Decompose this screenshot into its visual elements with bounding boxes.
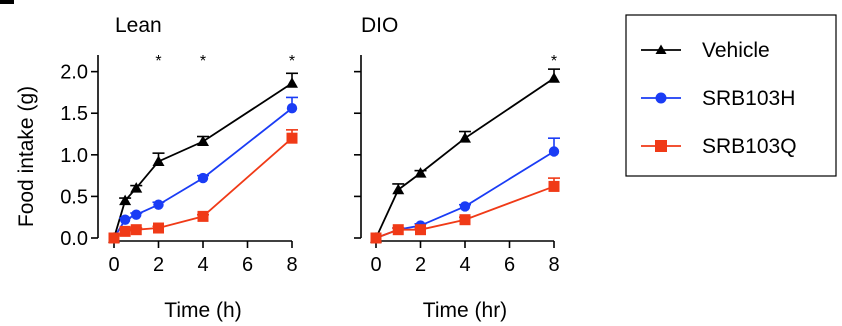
chart0-x-tick-label: 6: [242, 254, 253, 276]
chart0-point-srb103h: [153, 199, 164, 210]
chart0-point-srb103q: [130, 224, 142, 236]
chart0-point-srb103h: [197, 172, 209, 184]
chart1-series-srb103q: [370, 177, 560, 244]
chart1-point-srb103h: [459, 201, 471, 212]
chart1-x-tick-label: 4: [459, 254, 470, 276]
panel-corner-mark: [0, 0, 14, 4]
legend-marker-srb103q: [655, 140, 667, 152]
chart0-significance-marker: *: [155, 53, 161, 70]
chart0-point-srb103h: [119, 214, 131, 225]
chart1-x-tick-label: 8: [548, 254, 559, 276]
chart0-series-line-vehicle: [113, 82, 293, 239]
legend-box: [625, 14, 837, 177]
chart0-y-tick-label: 0.0: [60, 228, 88, 250]
chart0-x-tick-label: 0: [108, 254, 119, 276]
chart0-title: Lean: [115, 14, 162, 37]
dio-chart: DIO 0 2 4 6 8 Time (hr) *: [354, 14, 560, 322]
chart0-x-tick-label: 8: [286, 254, 297, 276]
chart0-point-srb103q: [119, 225, 131, 237]
chart0-y-tick-label: 0.5: [60, 186, 88, 208]
chart0-point-srb103q: [286, 132, 298, 144]
legend-item-srb103h: SRB103H: [641, 87, 795, 110]
legend-label-srb103q: SRB103Q: [702, 135, 797, 158]
chart0-series-srb103q: [108, 129, 298, 244]
legend: Vehicle SRB103H SRB103Q: [625, 14, 837, 177]
chart0-point-vehicle: [286, 77, 298, 88]
chart1-significance-marker: *: [551, 53, 557, 70]
chart1-x-tick-label: 0: [370, 254, 381, 276]
chart0-point-srb103q: [108, 232, 120, 244]
lean-chart: Lean 0.0 0.5 1.0 1.5 2.0 0 2 4 6 8 Time (h) Food int…: [15, 14, 298, 322]
chart0-point-vehicle: [152, 155, 165, 166]
chart0-point-vehicle: [130, 182, 143, 193]
chart0-y-axis-label: Food intake (g): [15, 86, 38, 227]
chart0-significance-marker: *: [200, 53, 206, 70]
legend-marker-srb103h: [655, 92, 667, 104]
chart0-y-tick-label: 2.0: [60, 62, 88, 84]
legend-item-srb103q: SRB103Q: [641, 135, 797, 158]
chart1-series-line-vehicle: [375, 77, 555, 239]
chart0-point-vehicle: [197, 135, 209, 147]
chart1-point-srb103q: [459, 214, 471, 226]
chart1-point-srb103q: [415, 224, 426, 236]
chart0-y-tick-label: 1.0: [60, 145, 88, 167]
legend-label-vehicle: Vehicle: [702, 39, 770, 62]
chart0-significance-marker: *: [289, 53, 295, 70]
chart0-point-srb103h: [131, 209, 142, 220]
chart1-point-vehicle: [548, 72, 560, 83]
legend-marker-vehicle: [655, 44, 667, 54]
chart0-point-srb103q: [197, 210, 209, 222]
chart0-series-line-srb103q: [113, 137, 293, 239]
chart0-x-tick-label: 2: [153, 254, 164, 276]
chart0-point-vehicle: [119, 194, 132, 206]
chart1-x-tick-label: 2: [415, 254, 426, 276]
chart0-y-tick-label: 1.5: [60, 103, 88, 125]
chart1-title: DIO: [361, 14, 398, 37]
chart1-point-srb103q: [370, 232, 382, 244]
chart0-x-axis-label: Time (h): [164, 299, 241, 322]
chart1-point-srb103h: [548, 146, 560, 157]
chart1-point-srb103q: [392, 224, 404, 236]
chart1-x-tick-label: 6: [504, 254, 515, 276]
chart1-point-vehicle: [414, 167, 427, 178]
chart1-point-srb103q: [548, 180, 560, 192]
chart1-x-axis-label: Time (hr): [423, 299, 507, 322]
chart1-point-vehicle: [459, 132, 471, 143]
chart0-x-tick-label: 4: [197, 254, 208, 276]
legend-label-srb103h: SRB103H: [702, 87, 795, 110]
chart1-point-vehicle: [392, 183, 405, 195]
legend-item-vehicle: Vehicle: [641, 39, 770, 62]
chart0-point-srb103h: [286, 103, 298, 114]
chart0-point-srb103q: [153, 222, 164, 234]
